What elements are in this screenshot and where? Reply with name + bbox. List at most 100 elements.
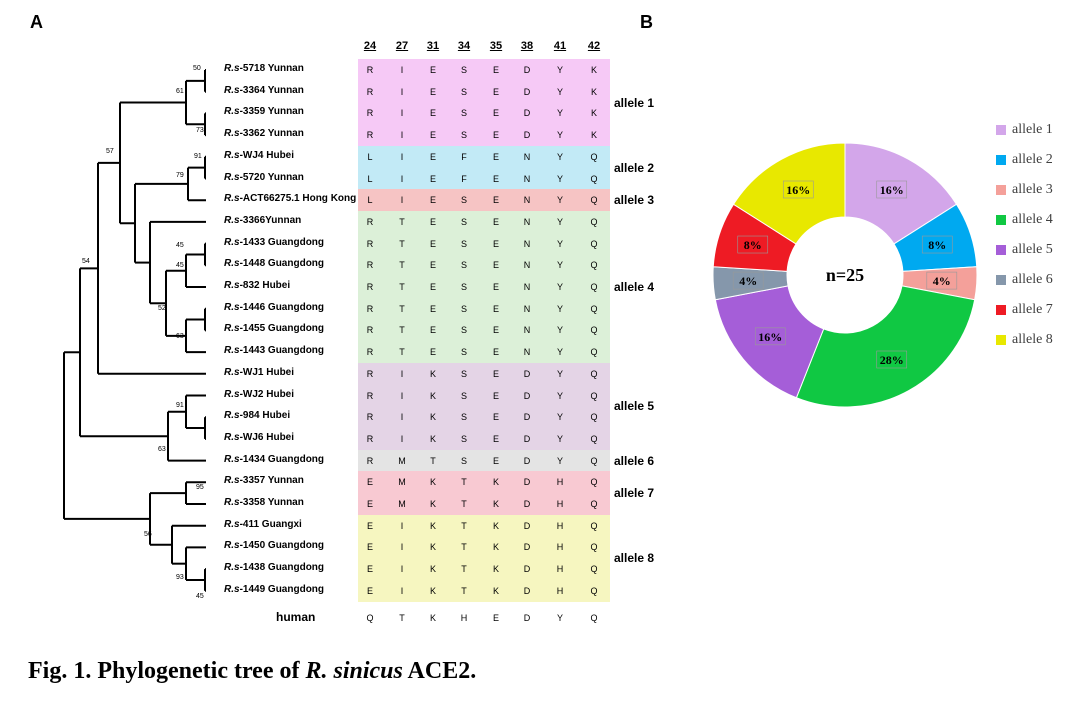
taxon-name: -3357 Yunnan xyxy=(239,475,304,487)
bootstrap-value: 79 xyxy=(176,172,184,179)
human-residue-cell: H xyxy=(460,613,468,623)
panel-b-label: B xyxy=(640,12,653,32)
taxon-label: R.s-3366Yunnan xyxy=(224,215,301,227)
residue-cell: I xyxy=(400,65,404,75)
residue-cell: D xyxy=(523,520,531,531)
allele-band xyxy=(358,145,610,190)
caption-prefix: Fig. 1. Phylogenetic tree of xyxy=(28,658,306,684)
residue-cell: Q xyxy=(590,260,598,271)
residue-cell: S xyxy=(460,347,467,358)
residue-cell: S xyxy=(460,390,467,401)
residue-cell: N xyxy=(523,195,531,206)
bootstrap-value: 63 xyxy=(176,333,184,340)
residue-cell: N xyxy=(523,173,531,184)
slice-label-box xyxy=(921,235,953,254)
residue-cell: K xyxy=(590,65,597,75)
residue-cell: S xyxy=(460,130,467,141)
taxon-label: R.s-1443 Guangdong xyxy=(224,345,324,357)
donut-center-label: n=25 xyxy=(826,265,864,285)
residue-cell: E xyxy=(492,173,499,184)
slice-value-label: 28% xyxy=(880,353,904,367)
residue-cell: E xyxy=(429,216,436,227)
residue-cell: T xyxy=(461,585,467,596)
position-header: 38 xyxy=(520,40,534,52)
legend-swatch xyxy=(996,275,1006,285)
taxon-label: R.s-1455 Guangdong xyxy=(224,323,324,335)
residue-cell: D xyxy=(523,412,531,423)
taxon-genus: R.s xyxy=(224,518,240,530)
residue-cell: E xyxy=(492,260,499,271)
bootstrap-value: 57 xyxy=(106,148,114,155)
slice-label-box xyxy=(732,271,764,290)
residue-cell: R xyxy=(366,130,374,141)
residue-cell: E xyxy=(429,325,436,336)
taxon-label: R.s-WJ1 Hubei xyxy=(224,367,294,379)
human-residue-cell: Q xyxy=(366,613,374,623)
residue-cell: E xyxy=(492,282,499,292)
residue-cell: I xyxy=(400,368,404,379)
residue-cell: I xyxy=(400,542,404,553)
residue-cell: Q xyxy=(590,368,598,379)
residue-cell: Y xyxy=(556,173,563,184)
residue-cell: E xyxy=(366,499,373,509)
taxon-genus: R.s xyxy=(224,149,240,161)
residue-cell: K xyxy=(492,564,499,575)
residue-cell: E xyxy=(492,86,499,97)
residue-cell: K xyxy=(429,412,436,423)
residue-cell: T xyxy=(461,542,467,553)
residue-cell: D xyxy=(523,130,531,141)
residue-cell: S xyxy=(460,195,467,206)
bootstrap-value: 91 xyxy=(176,402,184,409)
residue-cell: I xyxy=(400,564,404,575)
residue-cell: Q xyxy=(590,195,598,206)
allele-label: allele 7 xyxy=(614,486,655,501)
taxon-name: -1450 Guangdong xyxy=(239,540,325,552)
residue-cell: S xyxy=(460,455,467,466)
residue-cell: E xyxy=(429,86,436,97)
residue-cell: Y xyxy=(556,368,563,379)
caption-suffix: ACE2. xyxy=(402,658,477,684)
residue-cell: T xyxy=(399,216,405,227)
slice-label-box xyxy=(754,327,786,346)
residue-cell: I xyxy=(400,412,404,423)
taxon-label: R.s-ACT66275.1 Hong Kong xyxy=(224,193,356,205)
residue-cell: K xyxy=(492,477,499,488)
residue-cell: Y xyxy=(556,325,563,336)
residue-cell: E xyxy=(492,216,499,227)
residue-cell: L xyxy=(367,195,373,206)
taxon-label: R.s-3364 Yunnan xyxy=(224,85,304,97)
taxon-label: R.s-3362 Yunnan xyxy=(224,128,304,140)
residue-cell: H xyxy=(556,520,564,531)
allele-label: allele 8 xyxy=(614,551,655,566)
residue-cell: Q xyxy=(590,325,598,336)
residue-cell: L xyxy=(367,173,373,184)
residue-cell: Q xyxy=(590,151,598,162)
taxon-name: -1433 Guangdong xyxy=(239,236,325,248)
bootstrap-value: 91 xyxy=(194,153,202,160)
slice-value-label: 16% xyxy=(786,183,810,197)
residue-cell: R xyxy=(366,390,374,401)
taxon-name: -1449 Guangdong xyxy=(239,583,325,595)
residue-cell: R xyxy=(366,412,374,423)
position-header: 42 xyxy=(587,40,601,52)
residue-cell: T xyxy=(461,477,467,488)
residue-cell: D xyxy=(523,477,531,488)
residue-cell: D xyxy=(523,368,531,379)
residue-cell: T xyxy=(461,564,467,575)
residue-cell: E xyxy=(492,368,499,379)
taxon-genus: R.s xyxy=(224,193,240,205)
residue-cell: N xyxy=(523,282,531,292)
residue-cell: R xyxy=(366,455,374,466)
slice-label-box xyxy=(876,180,908,199)
taxon-name: -3362 Yunnan xyxy=(239,128,304,140)
residue-cell: R xyxy=(366,282,374,292)
taxon-label: R.s-1448 Guangdong xyxy=(224,258,324,270)
residue-cell: N xyxy=(523,303,531,314)
human-residue-cell: K xyxy=(429,613,436,623)
slice-value-label: 8% xyxy=(928,238,946,252)
residue-cell: I xyxy=(400,433,404,444)
legend-swatch xyxy=(996,335,1006,345)
taxon-label: R.s-411 Guangxi xyxy=(224,519,302,531)
slice-value-label: 16% xyxy=(880,183,904,197)
taxon-label: R.s-WJ2 Hubei xyxy=(224,389,294,401)
